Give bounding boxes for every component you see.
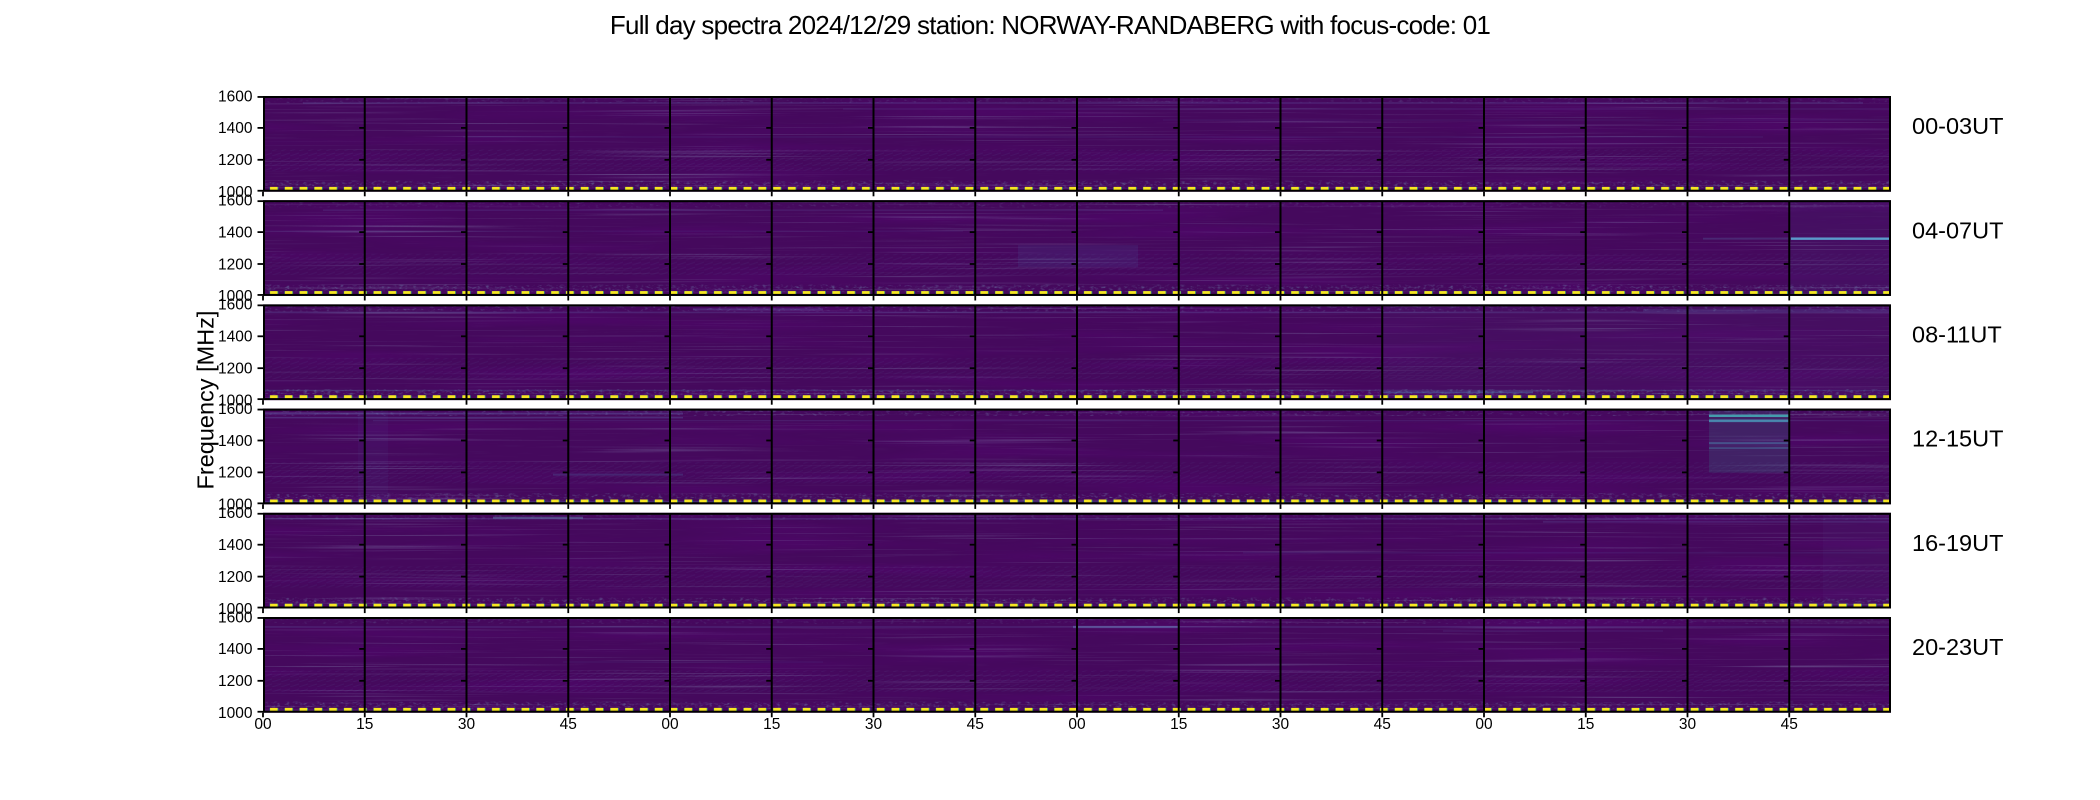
svg-text:30: 30: [1272, 716, 1290, 733]
svg-text:1600: 1600: [218, 505, 253, 522]
svg-text:Frequency [MHz]: Frequency [MHz]: [193, 311, 219, 490]
svg-text:12-15UT: 12-15UT: [1912, 426, 2003, 452]
svg-text:Full day spectra 2024/12/29 st: Full day spectra 2024/12/29 station: NOR…: [610, 10, 1491, 40]
svg-text:15: 15: [1170, 716, 1187, 733]
svg-text:1600: 1600: [218, 193, 253, 210]
svg-text:1600: 1600: [218, 297, 253, 314]
svg-text:20-23UT: 20-23UT: [1912, 634, 2003, 660]
svg-text:1200: 1200: [218, 256, 253, 273]
svg-text:30: 30: [1679, 716, 1697, 733]
svg-text:1200: 1200: [218, 152, 253, 169]
svg-text:00: 00: [1068, 716, 1086, 733]
svg-text:1200: 1200: [218, 673, 253, 690]
svg-text:08-11UT: 08-11UT: [1912, 322, 2002, 348]
svg-text:30: 30: [865, 716, 883, 733]
svg-text:1400: 1400: [218, 120, 253, 137]
svg-text:00-03UT: 00-03UT: [1912, 113, 2003, 139]
svg-text:15: 15: [763, 716, 780, 733]
svg-text:1200: 1200: [218, 361, 253, 378]
svg-text:1400: 1400: [218, 537, 253, 554]
svg-text:1000: 1000: [218, 601, 253, 618]
svg-text:15: 15: [356, 716, 373, 733]
svg-text:00: 00: [1475, 716, 1493, 733]
svg-text:30: 30: [458, 716, 476, 733]
svg-text:04-07UT: 04-07UT: [1912, 217, 2003, 243]
svg-text:1400: 1400: [218, 641, 253, 658]
svg-text:1000: 1000: [218, 392, 253, 409]
svg-text:00: 00: [254, 716, 272, 733]
svg-text:1000: 1000: [218, 288, 253, 305]
svg-text:1400: 1400: [218, 224, 253, 241]
svg-text:1400: 1400: [218, 433, 253, 450]
svg-text:1600: 1600: [218, 401, 253, 418]
svg-text:15: 15: [1577, 716, 1594, 733]
svg-text:16-19UT: 16-19UT: [1912, 530, 2003, 556]
svg-text:1200: 1200: [218, 465, 253, 482]
svg-text:45: 45: [1781, 716, 1798, 733]
svg-text:45: 45: [967, 716, 984, 733]
svg-text:1600: 1600: [218, 88, 253, 105]
svg-text:1000: 1000: [218, 184, 253, 201]
svg-text:45: 45: [560, 716, 577, 733]
svg-text:1600: 1600: [218, 609, 253, 626]
svg-text:1000: 1000: [218, 705, 253, 722]
svg-text:1200: 1200: [218, 569, 253, 586]
svg-text:1000: 1000: [218, 497, 253, 514]
svg-text:00: 00: [661, 716, 679, 733]
svg-text:1400: 1400: [218, 329, 253, 346]
svg-text:45: 45: [1374, 716, 1391, 733]
